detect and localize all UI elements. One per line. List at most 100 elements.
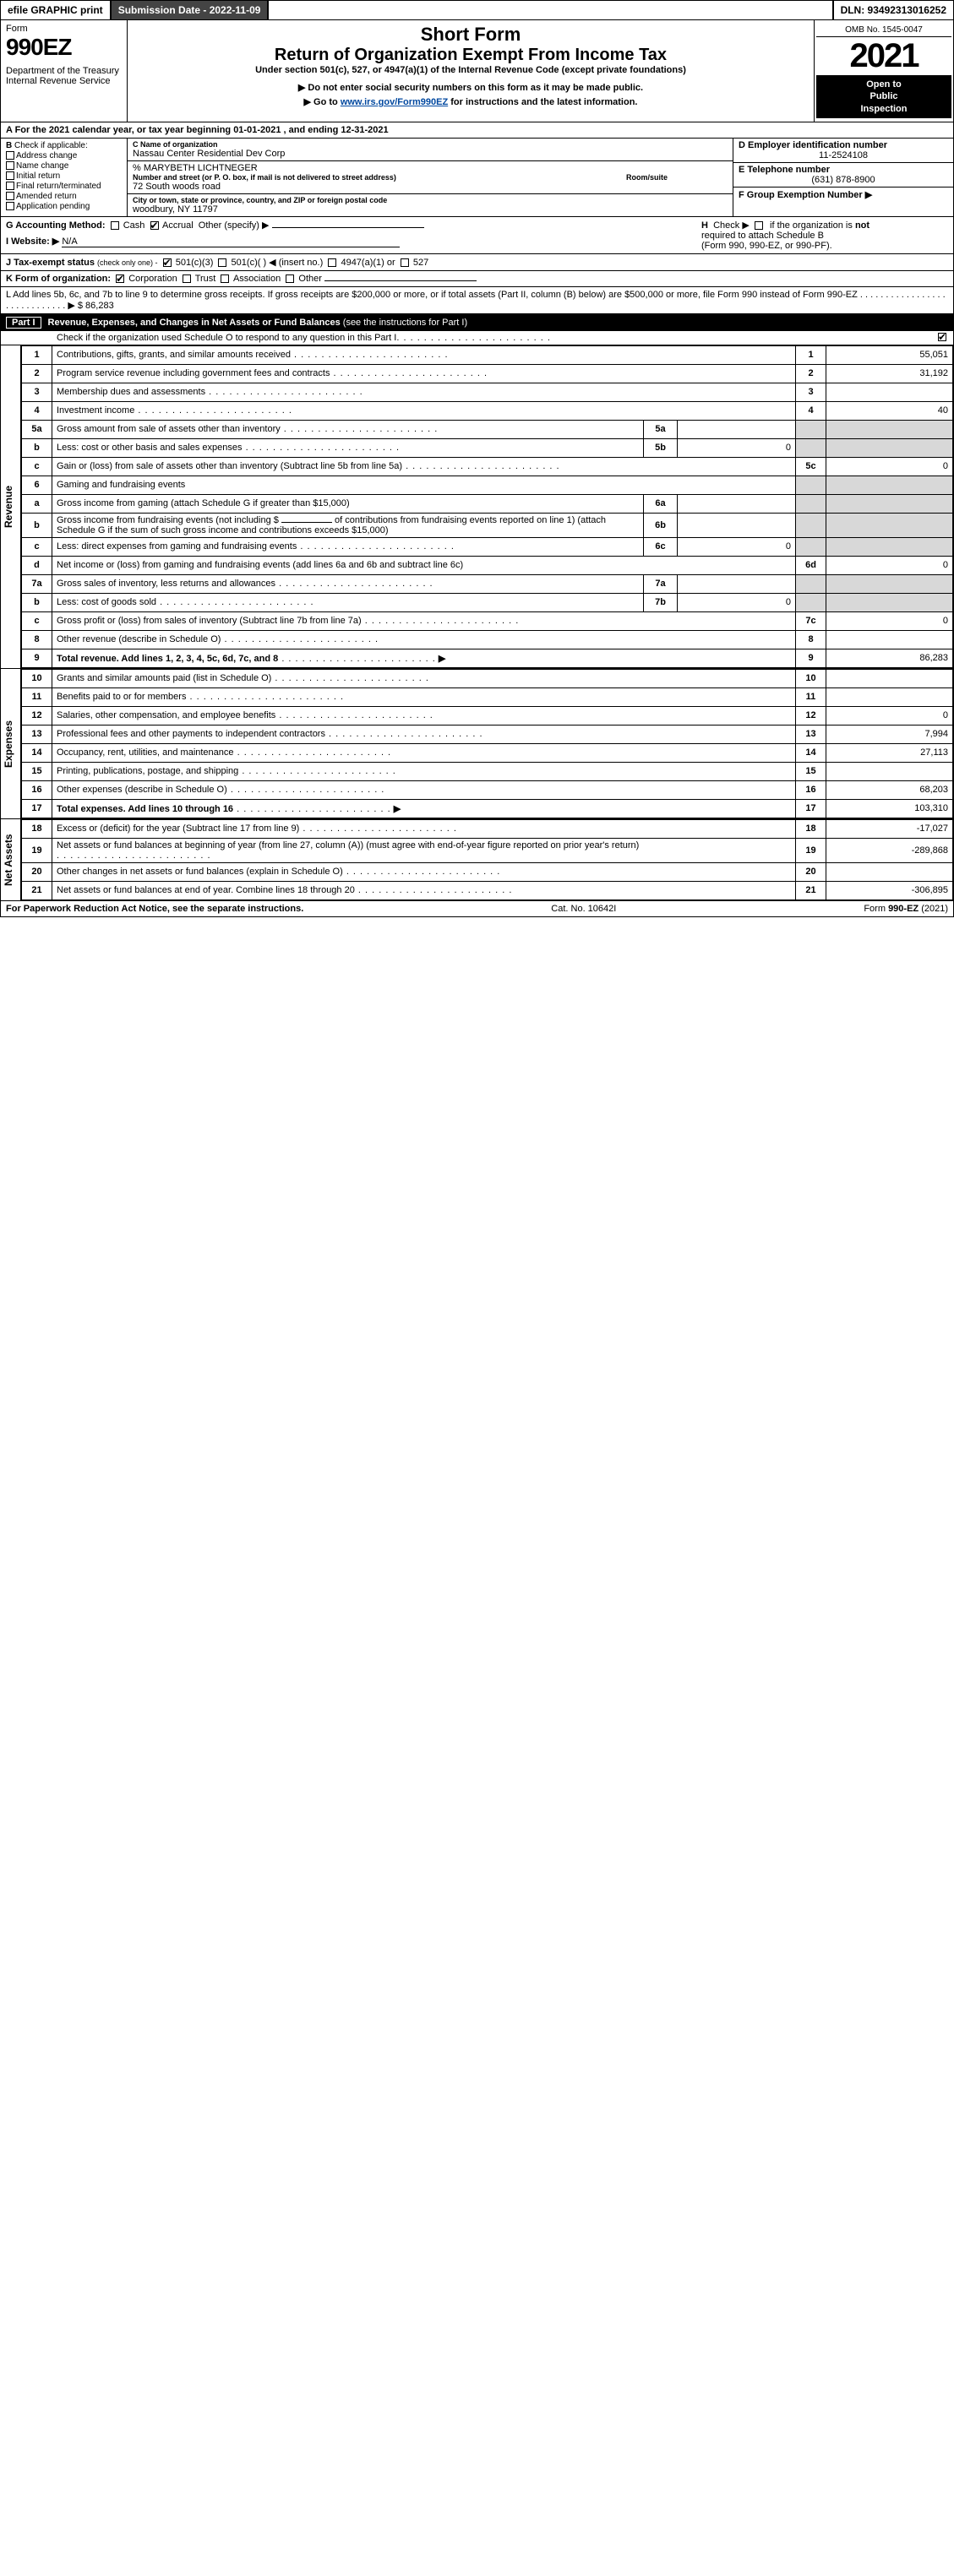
other-specify-input[interactable] [272, 227, 424, 228]
subtitle: Under section 501(c), 527, or 4947(a)(1)… [133, 65, 809, 75]
revenue-vert-label: Revenue [1, 345, 21, 668]
page-footer: For Paperwork Reduction Act Notice, see … [1, 901, 953, 916]
opt-trust: Trust [195, 274, 216, 284]
section-a-tax-year: A For the 2021 calendar year, or tax yea… [1, 122, 953, 139]
city-label: City or town, state or province, country… [133, 196, 728, 204]
section-b: B Check if applicable: Address change Na… [1, 139, 128, 216]
efile-print-button[interactable]: efile GRAPHIC print [1, 1, 112, 19]
line-5a: 5aGross amount from sale of assets other… [22, 420, 953, 438]
section-l: L Add lines 5b, 6c, and 7b to line 9 to … [1, 287, 953, 314]
cb-address-change[interactable]: Address change [6, 151, 122, 160]
line-9: 9Total revenue. Add lines 1, 2, 3, 4, 5c… [22, 649, 953, 667]
short-form-title: Short Form [133, 24, 809, 46]
header-right: OMB No. 1545-0047 2021 Open to Public In… [814, 20, 953, 122]
cb-association[interactable] [221, 274, 229, 283]
check-only-one: (check only one) - [97, 258, 158, 267]
line-1: 1Contributions, gifts, grants, and simil… [22, 345, 953, 364]
schedule-o-check-text: Check if the organization used Schedule … [57, 333, 396, 343]
line-3: 3Membership dues and assessments3 [22, 383, 953, 401]
line-5c: cGain or (loss) from sale of assets othe… [22, 457, 953, 476]
accrual-label: Accrual [162, 220, 194, 231]
line-16: 16Other expenses (describe in Schedule O… [22, 780, 953, 799]
form-ref: Form 990-EZ (2021) [864, 904, 948, 914]
line-18: 18Excess or (deficit) for the year (Subt… [22, 819, 953, 838]
website-label: I Website: ▶ [6, 236, 59, 247]
other-org-input[interactable] [324, 280, 477, 281]
cb-final-return[interactable]: Final return/terminated [6, 182, 122, 191]
line-8: 8Other revenue (describe in Schedule O)8 [22, 630, 953, 649]
revenue-section: Revenue 1Contributions, gifts, grants, a… [1, 345, 953, 669]
section-k: K Form of organization: Corporation Trus… [1, 271, 953, 287]
omb-number: OMB No. 1545-0047 [816, 24, 951, 37]
cb-trust[interactable] [183, 274, 191, 283]
cb-schedule-b-not-required[interactable] [755, 221, 763, 230]
form-of-org-label: K Form of organization: [6, 274, 111, 284]
topbar-spacer [269, 1, 831, 19]
cb-accrual[interactable] [150, 221, 159, 230]
top-bar: efile GRAPHIC print Submission Date - 20… [1, 1, 953, 20]
revenue-table: 1Contributions, gifts, grants, and simil… [21, 345, 953, 668]
expenses-vert-label: Expenses [1, 669, 21, 818]
cb-cash[interactable] [111, 221, 119, 230]
tax-exempt-label: J Tax-exempt status [6, 258, 95, 268]
warning-ssn: ▶ Do not enter social security numbers o… [133, 82, 809, 93]
line-7b: bLess: cost of goods sold7b0 [22, 593, 953, 611]
ein-value: 11-2524108 [739, 150, 948, 160]
open-line-2: Public [821, 90, 946, 102]
form-header: Form 990EZ Department of the Treasury In… [1, 20, 953, 122]
open-line-1: Open to [821, 79, 946, 90]
net-assets-vert-label: Net Assets [1, 819, 21, 900]
group-exemption-label: F Group Exemption Number [739, 190, 863, 200]
cb-501c3[interactable] [163, 258, 172, 267]
line-6a: aGross income from gaming (attach Schedu… [22, 494, 953, 513]
part-1-check-line: Check if the organization used Schedule … [1, 331, 953, 345]
cb-corporation[interactable] [116, 274, 124, 283]
open-to-public: Open to Public Inspection [816, 75, 951, 118]
cb-name-change[interactable]: Name change [6, 161, 122, 171]
ein-label: D Employer identification number [739, 140, 948, 150]
paperwork-notice: For Paperwork Reduction Act Notice, see … [6, 904, 303, 914]
line-14: 14Occupancy, rent, utilities, and mainte… [22, 743, 953, 762]
cb-initial-return[interactable]: Initial return [6, 171, 122, 181]
irs-link[interactable]: www.irs.gov/Form990EZ [341, 97, 448, 107]
expenses-section: Expenses 10Grants and similar amounts pa… [1, 669, 953, 819]
street-address: 72 South woods road [133, 182, 728, 192]
cb-4947a1[interactable] [328, 258, 336, 267]
line-20: 20Other changes in net assets or fund ba… [22, 862, 953, 881]
line-17: 17Total expenses. Add lines 10 through 1… [22, 799, 953, 818]
opt-corporation: Corporation [128, 274, 177, 284]
section-j: J Tax-exempt status (check only one) - 5… [1, 254, 953, 271]
cb-amended-return[interactable]: Amended return [6, 192, 122, 201]
cb-501c[interactable] [218, 258, 226, 267]
dept-irs: Internal Revenue Service [6, 76, 122, 86]
line-10: 10Grants and similar amounts paid (list … [22, 669, 953, 687]
line-6b-amount-input[interactable] [281, 522, 332, 523]
line-5b: bLess: cost or other basis and sales exp… [22, 438, 953, 457]
dept-treasury: Department of the Treasury [6, 66, 122, 76]
h-not: not [855, 220, 870, 231]
opt-501c3: 501(c)(3) [176, 258, 214, 268]
cb-application-pending[interactable]: Application pending [6, 202, 122, 211]
other-specify-label: Other (specify) ▶ [199, 220, 270, 231]
phone-label: E Telephone number [739, 165, 948, 175]
part-1-label: Part I [6, 317, 41, 329]
line-11: 11Benefits paid to or for members11 [22, 687, 953, 706]
submission-date-button[interactable]: Submission Date - 2022-11-09 [112, 1, 270, 19]
section-i: I Website: ▶ N/A [6, 236, 695, 247]
header-mid: Short Form Return of Organization Exempt… [128, 20, 814, 122]
sections-b-through-f: B Check if applicable: Address change Na… [1, 139, 953, 217]
part-1-title: Revenue, Expenses, and Changes in Net As… [48, 318, 341, 328]
part-1-sub: (see the instructions for Part I) [343, 318, 467, 328]
opt-527: 527 [413, 258, 428, 268]
line-6d: dNet income or (loss) from gaming and fu… [22, 556, 953, 574]
cb-schedule-o-used[interactable] [938, 333, 946, 341]
cb-527[interactable] [401, 258, 409, 267]
website-value: N/A [62, 236, 400, 247]
part-1-header: Part I Revenue, Expenses, and Changes in… [1, 314, 953, 331]
header-left: Form 990EZ Department of the Treasury In… [1, 20, 128, 122]
org-name: Nassau Center Residential Dev Corp [133, 149, 728, 159]
warning-goto: ▶ Go to www.irs.gov/Form990EZ for instru… [133, 96, 809, 107]
opt-501c: 501(c)( ) [232, 258, 267, 268]
open-line-3: Inspection [821, 103, 946, 115]
cb-other-org[interactable] [286, 274, 294, 283]
